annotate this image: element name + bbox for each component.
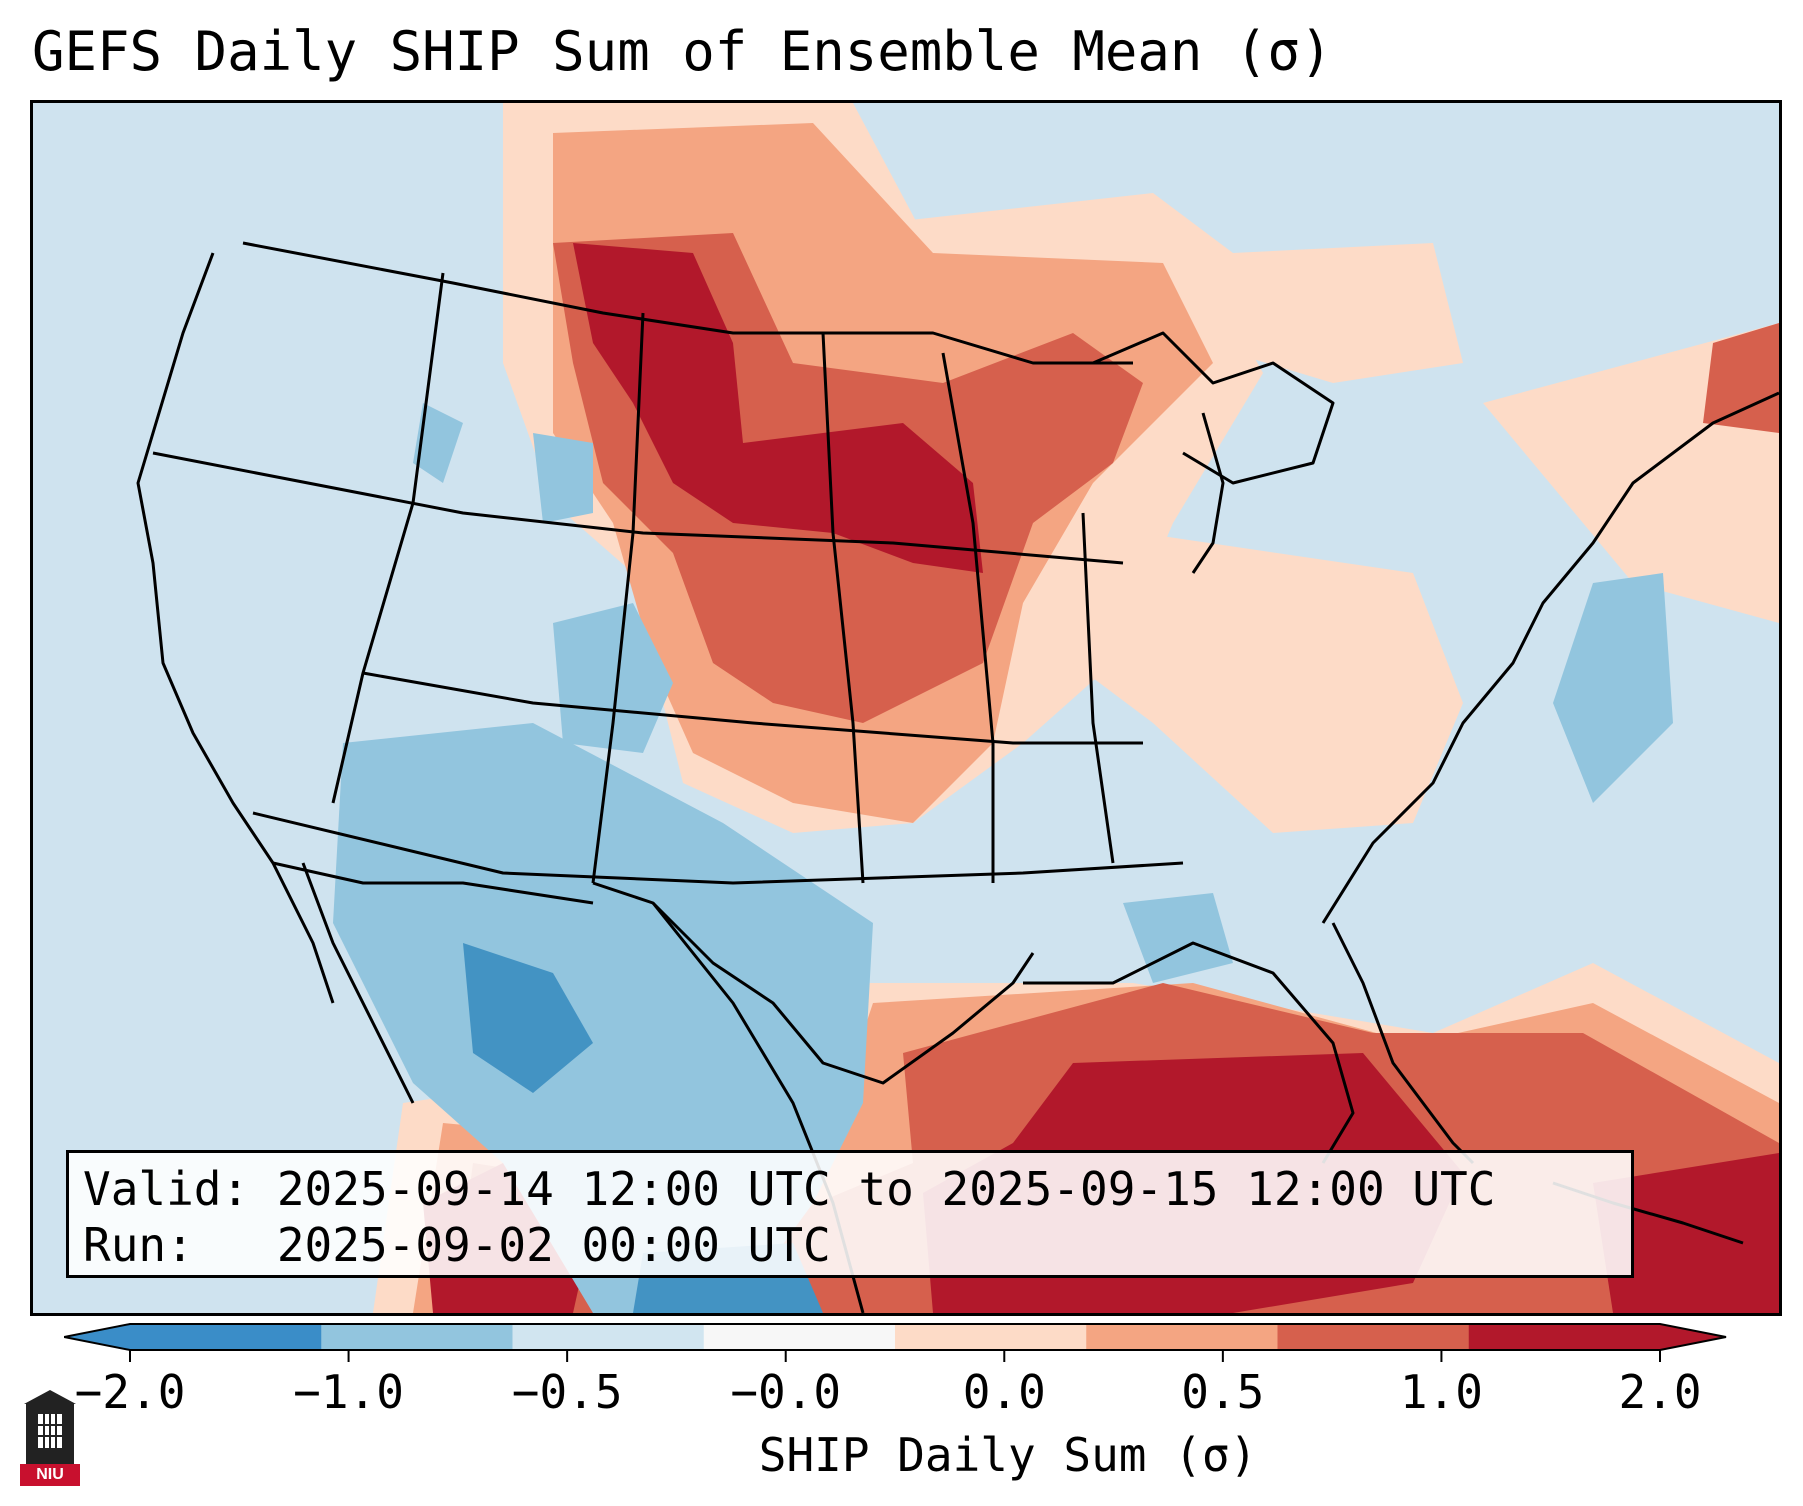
colorbar-tick-label: 0.0 (962, 1365, 1046, 1419)
central-line-2 (252, 811, 1184, 885)
colorbar-tick-label: −0.0 (730, 1365, 842, 1419)
atlantic-coast (1321, 391, 1779, 924)
positive-anomaly-east-light (1073, 523, 1463, 833)
negative-anomaly-gulf-coast (1123, 893, 1233, 983)
colorbar-segment (1468, 1324, 1661, 1350)
niu-tower-icon (24, 1390, 76, 1464)
lake-michigan (1191, 412, 1225, 574)
colorbar-segment (1086, 1324, 1278, 1350)
colorbar-segment (512, 1324, 705, 1350)
logo-text: NIU (20, 1464, 80, 1486)
negative-anomaly-colorado (553, 603, 673, 753)
great-lakes (1092, 331, 1335, 485)
positive-anomaly-atlantic (1483, 323, 1779, 623)
map-panel (30, 100, 1782, 1316)
mexico-border (272, 861, 594, 905)
colorbar-tick-label: −2.0 (74, 1365, 186, 1419)
colorbar-segment (703, 1324, 896, 1350)
colorbar-segment (321, 1324, 513, 1350)
colorbar-segments (64, 1323, 1727, 1351)
gulf-coast (1023, 941, 1355, 1164)
colorbar-extend-min (64, 1324, 130, 1350)
negative-anomaly-atlantic-coast (1553, 573, 1673, 803)
rockies-vertical (331, 272, 445, 804)
negative-anomaly-wyoming (533, 433, 593, 523)
colorbar-segment (1277, 1324, 1470, 1350)
colorbar-tick-label: −1.0 (293, 1365, 404, 1419)
negative-anomaly-idaho (413, 403, 463, 483)
midwest-vertical (941, 352, 995, 883)
niu-logo: NIU (20, 1390, 80, 1486)
colorbar-tick-label: 2.0 (1618, 1365, 1702, 1419)
colorbar-label: SHIP Daily Sum (σ) (758, 1428, 1258, 1482)
west-coast (136, 252, 335, 1004)
colorbar-tick-label: 0.5 (1181, 1365, 1265, 1419)
chart-title: GEFS Daily SHIP Sum of Ensemble Mean (σ) (32, 20, 1333, 83)
canada-border (242, 241, 1133, 365)
colorbar (64, 1323, 1727, 1362)
florida (1331, 922, 1475, 1165)
colorbar-tick-label: −0.5 (511, 1365, 623, 1419)
plains-vertical-1 (591, 312, 645, 884)
plains-vertical-2 (821, 332, 865, 884)
northern-tier-line (152, 451, 1124, 565)
colorbar-extend-max (1660, 1324, 1726, 1350)
east-vertical (1081, 512, 1115, 864)
red-atlantic (1703, 323, 1779, 433)
map-canvas (136, 103, 1779, 1313)
strong-negative-anomaly-mexico (463, 943, 593, 1093)
valid-time-box: Valid: 2025-09-14 12:00 UTC to 2025-09-1… (66, 1150, 1634, 1278)
baja-california (301, 862, 415, 1104)
valid-line: Valid: 2025-09-14 12:00 UTC to 2025-09-1… (83, 1162, 1496, 1216)
central-line-1 (362, 671, 1143, 745)
colorbar-tick-label: 1.0 (1399, 1365, 1483, 1419)
anomaly-field (333, 103, 1779, 1313)
colorbar-segment (130, 1324, 322, 1350)
run-line: Run: 2025-09-02 00:00 UTC (83, 1218, 831, 1272)
colorbar-ticks (129, 1350, 1661, 1362)
colorbar-segment (895, 1324, 1087, 1350)
dark-red-caribbean (1593, 1153, 1779, 1313)
state-borders (136, 241, 1779, 1313)
texas-outline (592, 881, 1035, 1085)
